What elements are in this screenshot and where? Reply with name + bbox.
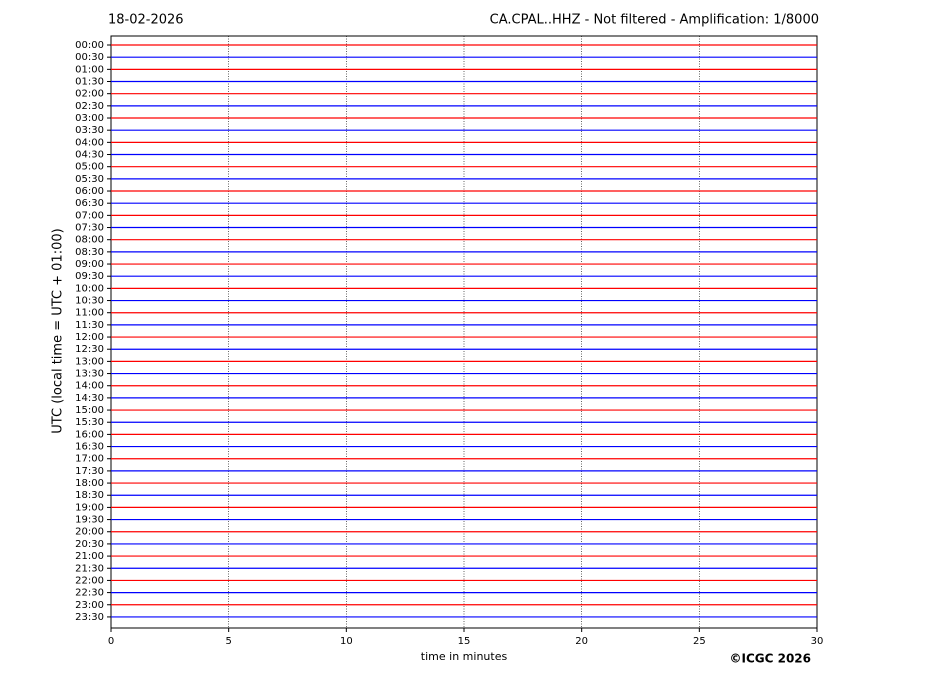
x-tick-label: 20: [575, 636, 588, 647]
y-tick-label: 09:30: [75, 271, 104, 282]
y-tick-label: 19:30: [75, 515, 104, 526]
y-tick-label: 06:00: [75, 186, 104, 197]
y-tick-label: 22:00: [75, 575, 104, 586]
y-tick-label: 15:00: [75, 405, 104, 416]
y-tick-label: 02:30: [75, 101, 104, 112]
y-tick-label: 15:30: [75, 417, 104, 428]
y-tick-label: 22:30: [75, 588, 104, 599]
y-tick-label: 02:00: [75, 89, 104, 100]
y-axis-label: UTC (local time = UTC + 01:00): [51, 228, 66, 433]
y-tick-label: 14:00: [75, 381, 104, 392]
y-tick-label: 21:00: [75, 551, 104, 562]
y-tick-label: 12:00: [75, 332, 104, 343]
y-tick-label: 01:00: [75, 64, 104, 75]
y-tick-label: 11:00: [75, 308, 104, 319]
y-tick-label: 10:30: [75, 296, 104, 307]
y-tick-label: 00:00: [75, 40, 104, 51]
y-tick-label: 11:30: [75, 320, 104, 331]
y-tick-label: 06:30: [75, 198, 104, 209]
y-tick-label: 23:30: [75, 612, 104, 623]
y-tick-label: 17:00: [75, 454, 104, 465]
y-tick-label: 14:30: [75, 393, 104, 404]
x-tick-label: 15: [458, 636, 471, 647]
y-tick-label: 19:00: [75, 502, 104, 513]
x-tick-label: 10: [340, 636, 353, 647]
y-tick-label: 04:00: [75, 137, 104, 148]
x-tick-label: 25: [693, 636, 706, 647]
y-tick-label: 16:00: [75, 429, 104, 440]
y-tick-label: 07:00: [75, 210, 104, 221]
x-tick-label: 30: [811, 636, 824, 647]
y-tick-label: 20:30: [75, 539, 104, 550]
y-tick-label: 04:30: [75, 150, 104, 161]
y-tick-label: 17:30: [75, 466, 104, 477]
credit: ©ICGC 2026: [729, 652, 811, 666]
y-tick-label: 12:30: [75, 344, 104, 355]
y-tick-label: 20:00: [75, 527, 104, 538]
y-tick-label: 13:00: [75, 356, 104, 367]
y-tick-label: 01:30: [75, 77, 104, 88]
y-tick-label: 03:30: [75, 125, 104, 136]
y-tick-label: 00:30: [75, 52, 104, 63]
y-tick-label: 08:30: [75, 247, 104, 258]
y-tick-label: 05:00: [75, 162, 104, 173]
y-tick-label: 08:00: [75, 235, 104, 246]
y-tick-label: 21:30: [75, 563, 104, 574]
chart-title: CA.CPAL..HHZ - Not filtered - Amplificat…: [490, 13, 819, 28]
y-tick-label: 13:30: [75, 369, 104, 380]
y-tick-label: 07:30: [75, 223, 104, 234]
x-axis-label: time in minutes: [421, 650, 508, 663]
y-tick-label: 03:00: [75, 113, 104, 124]
y-tick-label: 23:00: [75, 600, 104, 611]
y-tick-label: 09:00: [75, 259, 104, 270]
x-tick-label: 0: [108, 636, 114, 647]
x-tick-label: 5: [225, 636, 231, 647]
date: 18-02-2026: [108, 13, 184, 28]
y-tick-label: 05:30: [75, 174, 104, 185]
y-tick-label: 18:30: [75, 490, 104, 501]
y-tick-label: 16:30: [75, 442, 104, 453]
y-tick-label: 18:00: [75, 478, 104, 489]
y-tick-label: 10:00: [75, 283, 104, 294]
